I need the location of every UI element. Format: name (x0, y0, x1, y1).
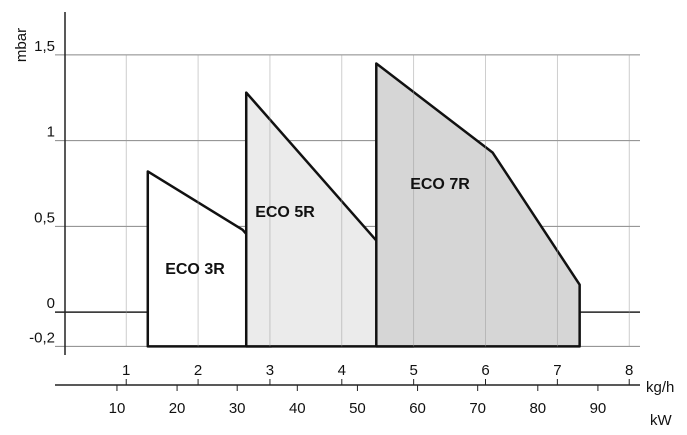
x-axis-label: kg/h (646, 379, 674, 396)
x2-tick-label: 10 (109, 400, 126, 417)
y-tick-label: 0,5 (34, 209, 55, 226)
x-tick-label: 3 (266, 362, 274, 379)
x-tick-label: 8 (625, 362, 633, 379)
x2-tick-label: 80 (529, 400, 546, 417)
x2-tick-label: 20 (169, 400, 186, 417)
x-tick-label: 5 (409, 362, 417, 379)
y-tick-label: 0 (47, 295, 55, 312)
series-label: ECO 7R (410, 176, 470, 193)
y-axis-label: mbar (13, 28, 30, 62)
x-tick-label: 7 (553, 362, 561, 379)
series-label: ECO 5R (255, 204, 315, 221)
x2-tick-label: 70 (469, 400, 486, 417)
series-label: ECO 3R (165, 261, 225, 278)
x2-tick-label: 30 (229, 400, 246, 417)
x2-axis-label: kW (650, 412, 673, 429)
x2-tick-label: 40 (289, 400, 306, 417)
x2-tick-label: 60 (409, 400, 426, 417)
y-tick-label: 1,5 (34, 38, 55, 55)
y-tick-label: 1 (47, 124, 55, 141)
x-tick-label: 2 (194, 362, 202, 379)
working-field (375, 62, 581, 348)
x-tick-label: 6 (481, 362, 489, 379)
x2-tick-label: 50 (349, 400, 366, 417)
x2-tick-label: 90 (590, 400, 607, 417)
x-tick-label: 1 (122, 362, 130, 379)
x-tick-label: 4 (338, 362, 346, 379)
y-tick-label: -0,2 (29, 329, 55, 346)
